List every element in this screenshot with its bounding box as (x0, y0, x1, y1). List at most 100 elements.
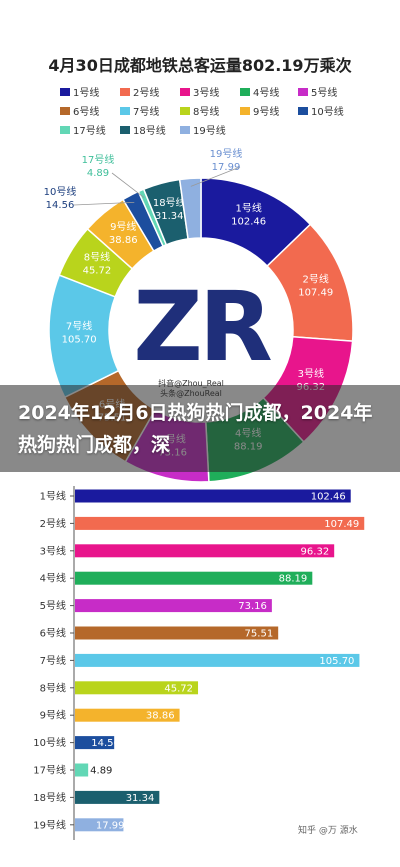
pie-label-name: 18号线 (153, 196, 186, 209)
headline-overlay (0, 385, 400, 472)
legend-swatch (240, 87, 250, 96)
legend-label: 18号线 (133, 126, 166, 137)
bar-category-label: 17号线 (33, 764, 66, 777)
legend-item-8: 8号线 (180, 103, 219, 118)
bar-category-label: 2号线 (40, 517, 66, 530)
bar-9 (75, 708, 180, 722)
pie-leader-line (73, 201, 135, 206)
legend-item-18: 18号线 (120, 122, 166, 137)
bar-category-label: 4号线 (40, 572, 66, 585)
pie-label-value: 4.89 (87, 168, 109, 179)
bar-4 (75, 571, 313, 585)
bar-category-label: 9号线 (40, 709, 66, 722)
pie-leader-line (111, 172, 145, 198)
legend-item-4: 4号线 (240, 84, 279, 99)
pie-label-value: 31.34 (155, 211, 184, 222)
legend-label: 3号线 (193, 88, 220, 99)
bar-category-label: 8号线 (40, 681, 66, 694)
chart-title: 4月30日成都地铁总客运量802.19万乘次 (48, 56, 352, 75)
bar-2 (75, 516, 365, 530)
legend-swatch (120, 106, 130, 115)
bar-value-label: 105.70 (319, 656, 354, 667)
bar-category-label: 5号线 (40, 599, 66, 612)
bar-3 (75, 544, 335, 558)
legend-label: 4号线 (253, 88, 280, 99)
pie-label-value: 107.49 (298, 287, 333, 298)
bar-value-label: 31.34 (126, 793, 155, 804)
bar-category-label: 10号线 (33, 736, 66, 749)
pie-label-name: 7号线 (66, 319, 92, 332)
pie-label-name: 1号线 (235, 202, 261, 215)
bar-value-label: 17.99 (96, 820, 125, 831)
pie-label-value: 17.99 (212, 162, 241, 173)
legend-item-3: 3号线 (180, 84, 219, 99)
legend-label: 9号线 (253, 107, 280, 118)
bar-6 (75, 626, 279, 640)
legend-label: 10号线 (311, 107, 344, 118)
pie-label-value: 14.56 (46, 200, 75, 211)
legend-item-17: 17号线 (60, 122, 106, 137)
legend-label: 5号线 (311, 88, 338, 99)
bar-category-label: 1号线 (40, 490, 66, 503)
legend-label: 8号线 (193, 107, 220, 118)
legend-item-10: 10号线 (298, 103, 344, 118)
bar-value-label: 45.72 (164, 683, 193, 694)
legend-swatch (180, 106, 190, 115)
pie-label-value: 102.46 (231, 217, 266, 228)
legend-swatch (120, 87, 130, 96)
legend-item-19: 19号线 (180, 122, 226, 137)
pie-label-value: 105.70 (62, 334, 97, 345)
legend-item-7: 7号线 (120, 103, 159, 118)
logo-caption: 抖音@Zhou_Real (158, 378, 224, 388)
legend-swatch (60, 125, 70, 134)
bar-value-label: 96.32 (301, 546, 330, 557)
bar-7 (75, 653, 360, 667)
bar-value-label: 38.86 (146, 711, 175, 722)
bar-8 (75, 681, 199, 695)
pie-label-name: 9号线 (110, 220, 136, 233)
bar-value-label: 88.19 (279, 574, 308, 585)
bar-1 (75, 489, 351, 503)
bar-18 (75, 790, 160, 804)
pie-label-value: 45.72 (83, 265, 112, 276)
pie-label-name: 17号线 (82, 153, 115, 166)
legend-swatch (240, 106, 250, 115)
bar-category-label: 6号线 (40, 627, 66, 640)
pie-label-name: 2号线 (303, 272, 329, 285)
pie-label-name: 10号线 (44, 185, 77, 198)
bar-value-label: 107.49 (324, 519, 359, 530)
logo-mark: ZR (133, 271, 271, 383)
legend-item-9: 9号线 (240, 103, 279, 118)
legend-label: 1号线 (73, 88, 100, 99)
legend-swatch (60, 87, 70, 96)
bar-5 (75, 599, 272, 613)
pie-label-value: 38.86 (109, 235, 138, 246)
legend-label: 2号线 (133, 88, 160, 99)
legend-swatch (120, 125, 130, 134)
pie-label-name: 8号线 (84, 250, 110, 263)
legend-swatch (298, 106, 308, 115)
bar-10 (75, 736, 115, 750)
legend-label: 6号线 (73, 107, 100, 118)
chart-legend: 1号线 2号线 3号线 4号线 5号线 6号线 7号线 8号线 9号线 10号线 17号线 18号线 1… (0, 0, 400, 140)
headline-text: 2024年12月6日热狗热门成都，2024年热狗热门成都，深 (18, 402, 373, 456)
legend-item-5: 5号线 (298, 84, 337, 99)
bar-value-label: 14.56 (91, 738, 120, 749)
legend-label: 17号线 (73, 126, 106, 137)
pie-label-name: 19号线 (210, 147, 243, 160)
bar-value-label: 73.16 (238, 601, 267, 612)
watermark-text: 知乎 @万 源水 (298, 826, 358, 836)
legend-item-2: 2号线 (120, 84, 159, 99)
pie-leader-line (190, 166, 241, 187)
bar-category-label: 3号线 (40, 544, 66, 557)
legend-label: 7号线 (133, 107, 160, 118)
pie-slice-19 (178, 177, 202, 240)
bar-value-label: 75.51 (245, 629, 274, 640)
legend-item-6: 6号线 (60, 103, 99, 118)
pie-label-name: 3号线 (298, 367, 324, 380)
legend-swatch (60, 106, 70, 115)
bar-17 (75, 763, 89, 777)
legend-swatch (298, 87, 308, 96)
bar-category-label: 7号线 (40, 654, 66, 667)
